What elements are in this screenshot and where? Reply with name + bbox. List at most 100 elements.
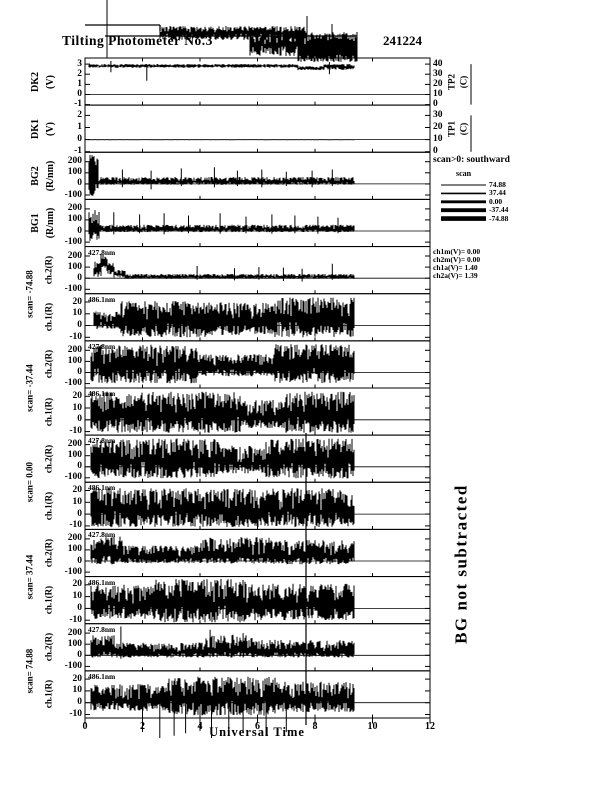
legend-title: scan xyxy=(456,169,472,178)
page-title: Tilting Photometer No.3 xyxy=(62,33,213,48)
y-tick-label: 0 xyxy=(77,461,82,472)
y-tick-label: -10 xyxy=(69,709,82,719)
right-tick-label: 20 xyxy=(433,78,443,89)
channel-axis-label: ch.2(R) xyxy=(43,444,54,473)
channel-axis-label: ch.1(R) xyxy=(43,303,54,332)
y-tick-label: 0 xyxy=(77,225,82,236)
y-tick-label: 0 xyxy=(77,320,82,330)
panel-unit-label: (R/nm) xyxy=(45,160,56,192)
y-tick-label: 0 xyxy=(77,367,82,377)
x-tick-label: 6 xyxy=(255,721,260,732)
right-tick-label: 0 xyxy=(433,146,438,157)
calibration-value: ch1a(V)= 1.40 xyxy=(433,263,478,272)
right-tick-label: 10 xyxy=(433,134,443,145)
y-tick-label: 200 xyxy=(67,156,82,167)
y-tick-label: 0 xyxy=(77,272,82,283)
y-tick-label: 0 xyxy=(77,555,82,566)
panel-name-label: BG2 xyxy=(30,166,41,186)
y-tick-label: -100 xyxy=(64,566,82,577)
right-tick-label: 30 xyxy=(433,68,443,79)
right-tick-label: 40 xyxy=(433,58,443,69)
wavelength-label: 427.8nm xyxy=(88,530,116,540)
panel-unit-label: (V) xyxy=(45,74,56,89)
wavelength-label: 486.1nm xyxy=(88,389,116,398)
y-tick-label: 100 xyxy=(67,450,82,461)
y-tick-label: 0 xyxy=(77,602,82,613)
x-tick-label: 12 xyxy=(425,721,435,732)
y-tick-label: -100 xyxy=(64,189,82,200)
legend-entry-label: 74.88 xyxy=(489,180,506,189)
x-tick-label: 4 xyxy=(197,721,203,732)
y-tick-label: 100 xyxy=(67,214,82,225)
y-tick-label: 3 xyxy=(77,58,82,69)
y-tick-label: 200 xyxy=(67,203,82,214)
right-axis-unit: (C) xyxy=(458,75,469,88)
channel-axis-label: ch.1(R) xyxy=(43,397,54,426)
panel-name-label: DK2 xyxy=(30,71,41,92)
y-tick-label: 10 xyxy=(72,308,83,319)
x-tick-label: 8 xyxy=(312,721,318,732)
bg-not-subtracted-note: BG not subtracted xyxy=(451,484,471,644)
y-tick-label: 200 xyxy=(67,533,82,544)
y-tick-label: 1 xyxy=(77,78,82,89)
legend-entry-label: -37.44 xyxy=(489,205,509,215)
panel-unit-label: (V) xyxy=(45,121,56,136)
y-tick-label: 10 xyxy=(72,591,83,602)
y-tick-label: -1 xyxy=(74,146,82,157)
y-tick-label: 200 xyxy=(67,627,82,638)
y-tick-label: -10 xyxy=(69,426,82,437)
y-tick-label: 2 xyxy=(77,68,82,79)
calibration-value: ch2a(V)= 1.39 xyxy=(433,271,478,280)
x-tick-label: 10 xyxy=(367,721,378,732)
y-tick-label: 200 xyxy=(67,344,82,355)
legend-entry-label: 37.44 xyxy=(489,188,506,198)
right-axis-title: TP2 xyxy=(446,73,457,90)
x-tick-label: 2 xyxy=(140,721,145,732)
y-tick-label: 100 xyxy=(67,544,82,555)
x-tick-label: 0 xyxy=(82,721,88,732)
wavelength-label: 427.8nm xyxy=(88,436,116,446)
legend-entry-label: 0.00 xyxy=(489,196,503,206)
wavelength-label: 486.1nm xyxy=(88,294,116,304)
calibration-value: ch1m(V)= 0.00 xyxy=(433,247,481,256)
y-tick-label: 20 xyxy=(72,390,83,401)
y-tick-label: 0 xyxy=(77,178,82,189)
y-tick-label: 0 xyxy=(77,89,82,99)
wavelength-label: 486.1nm xyxy=(88,483,116,493)
right-tick-label: 10 xyxy=(433,89,443,99)
y-tick-label: 1 xyxy=(77,122,82,132)
legend-entry-label: -74.88 xyxy=(489,213,509,223)
scan-direction-note: scan>0: southward xyxy=(433,155,510,165)
y-tick-label: 0 xyxy=(77,414,82,425)
y-tick-label: -10 xyxy=(69,614,82,625)
channel-axis-label: ch.1(R) xyxy=(43,680,54,709)
panel-name-label: BG1 xyxy=(30,213,41,233)
y-tick-label: 200 xyxy=(67,250,82,261)
y-tick-label: 0 xyxy=(77,649,82,660)
y-tick-label: 100 xyxy=(67,261,82,272)
y-tick-label: -100 xyxy=(64,236,82,247)
y-tick-label: 20 xyxy=(72,296,83,307)
y-tick-label: 10 xyxy=(72,496,83,507)
scan-angle-label: scan= 0.00 xyxy=(24,462,35,503)
right-axis-unit: (C) xyxy=(458,122,469,135)
y-tick-label: -100 xyxy=(64,378,82,389)
y-tick-label: 0 xyxy=(77,697,82,708)
calibration-value: ch2m(V)= 0.00 xyxy=(433,255,481,264)
y-tick-label: 20 xyxy=(72,673,83,684)
y-tick-label: -100 xyxy=(64,472,82,483)
wavelength-label: 427.8nm xyxy=(88,341,116,351)
y-tick-label: 10 xyxy=(72,402,83,413)
y-tick-label: 0 xyxy=(77,134,82,145)
y-tick-label: 2 xyxy=(77,109,82,120)
right-tick-label: 0 xyxy=(433,99,438,110)
wavelength-label: 427.8nm xyxy=(88,624,116,634)
y-tick-label: -10 xyxy=(69,520,82,531)
y-tick-label: -100 xyxy=(64,660,82,671)
y-tick-label: 20 xyxy=(72,579,83,590)
wavelength-label: 486.1nm xyxy=(88,577,116,587)
wavelength-label: 427.8nm xyxy=(88,247,116,257)
y-tick-label: 200 xyxy=(67,439,82,450)
